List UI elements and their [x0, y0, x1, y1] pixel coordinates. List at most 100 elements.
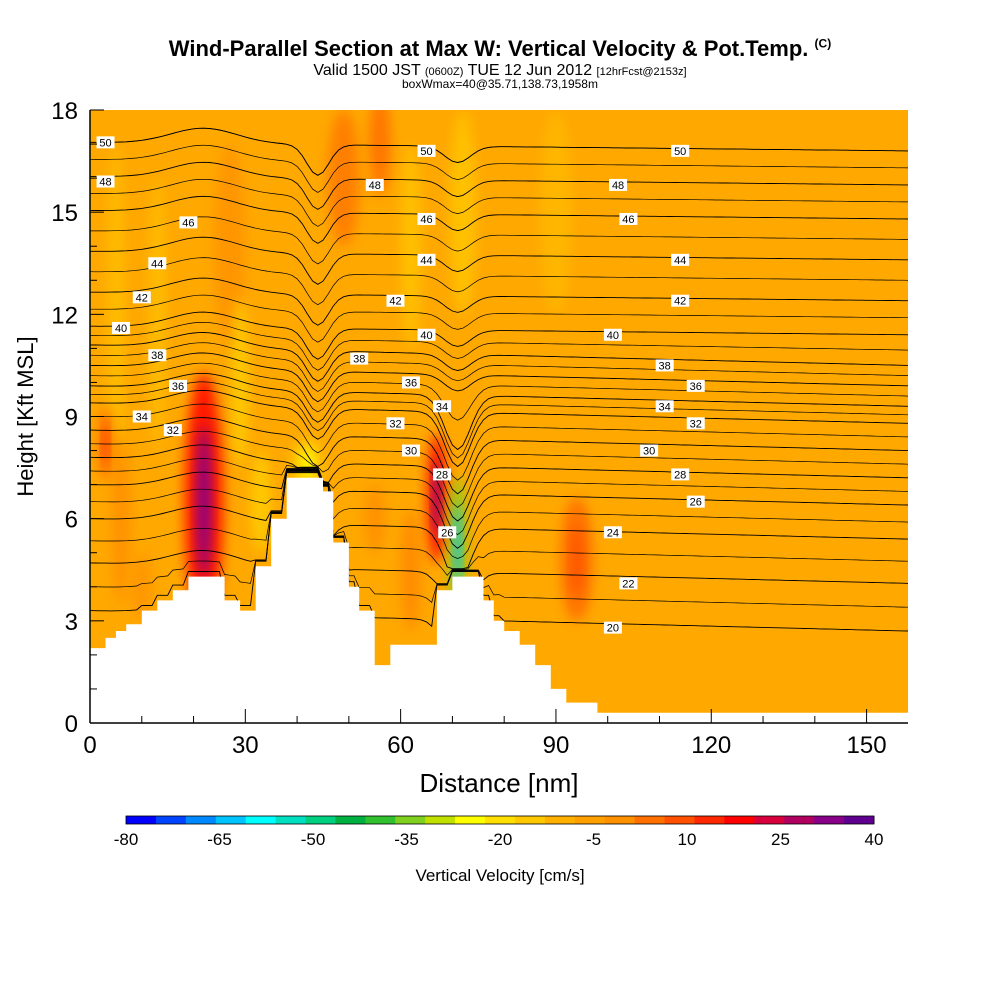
theta-contour-line — [90, 444, 908, 522]
y-tick-label: 6 — [65, 507, 78, 534]
contour-label-box — [438, 526, 457, 539]
x-tick-label: 120 — [691, 732, 731, 759]
contour-label-box — [603, 621, 622, 634]
contour-label: 32 — [167, 425, 179, 437]
contour-label: 34 — [136, 412, 148, 424]
velocity-streak — [232, 297, 248, 468]
contour-label-box — [671, 468, 690, 481]
theta-contour-line — [90, 352, 908, 403]
contour-label-box — [433, 400, 452, 413]
contour-label-box — [417, 253, 436, 266]
theta-contour-line — [90, 470, 908, 585]
contour-label-box — [163, 424, 182, 437]
colorbar-swatch — [814, 816, 845, 824]
y-tick-label: 9 — [65, 405, 78, 432]
colorbar-swatch — [604, 816, 636, 824]
contour-label: 40 — [115, 323, 127, 335]
theta-contour-line — [90, 311, 908, 360]
colorbar-tick-label: 25 — [771, 830, 790, 849]
contour-label: 38 — [659, 360, 671, 372]
contour-label: 32 — [389, 418, 401, 430]
contour-label-box — [686, 417, 705, 430]
contour-label: 26 — [690, 497, 702, 509]
contour-label-box — [96, 136, 115, 149]
contour-label-box — [132, 410, 151, 423]
contour-label-box — [401, 376, 420, 389]
theta-contour-line — [90, 471, 908, 608]
valid-time: Valid 1500 JST — [313, 62, 421, 79]
colorbar-swatch — [485, 816, 516, 824]
contour-label: 38 — [151, 350, 163, 362]
contour-label-box — [386, 294, 405, 307]
contour-label-box — [671, 294, 690, 307]
colorbar-tick-label: -65 — [207, 830, 232, 849]
contour-label: 48 — [99, 177, 111, 189]
contour-label-box — [686, 495, 705, 508]
colorbar-swatch — [634, 816, 666, 824]
x-tick-label: 150 — [847, 732, 887, 759]
contour-label-box — [148, 349, 167, 362]
theta-contour-line — [90, 216, 908, 265]
contour-label: 44 — [674, 255, 686, 267]
theta-contour-line — [90, 277, 908, 326]
velocity-streak — [369, 110, 391, 196]
theta-contours — [90, 127, 908, 632]
colorbar-swatch — [305, 816, 336, 824]
contour-label: 26 — [441, 527, 453, 539]
x-axis-label: Distance [nm] — [420, 768, 579, 798]
x-tick-label: 30 — [232, 732, 259, 759]
contour-label: 46 — [182, 217, 194, 229]
contour-label: 20 — [607, 623, 619, 635]
theta-contour-line — [90, 403, 908, 481]
theta-contour-line — [90, 362, 908, 421]
velocity-streak — [131, 552, 153, 621]
contour-label: 24 — [607, 527, 619, 539]
contour-label: 50 — [674, 146, 686, 158]
contour-label-box — [619, 212, 638, 225]
colorbar-swatch — [664, 816, 695, 824]
contour-label: 34 — [659, 401, 671, 413]
contour-label: 44 — [420, 255, 432, 267]
contour-label-box — [655, 400, 674, 413]
terrain — [90, 477, 908, 723]
theta-contour-line — [90, 372, 908, 451]
contour-label-box — [169, 379, 188, 392]
x-tick-label: 0 — [83, 732, 96, 759]
contour-label: 30 — [643, 446, 655, 458]
theta-contour-line — [90, 294, 908, 343]
colorbar-swatch — [215, 816, 247, 824]
contour-label: 42 — [136, 292, 148, 304]
colorbar-tick-label: -50 — [301, 830, 326, 849]
y-tick-label: 3 — [65, 609, 78, 636]
theta-contour-line — [90, 381, 908, 459]
contour-label-box — [671, 253, 690, 266]
velocity-updraft-core — [196, 425, 212, 578]
theta-contour-line — [90, 236, 908, 285]
contour-label: 44 — [151, 258, 163, 270]
theta-contour-line — [90, 468, 908, 559]
colorbar-tick-label: -35 — [394, 830, 419, 849]
contour-label: 28 — [436, 469, 448, 481]
contour-label-box — [433, 468, 452, 481]
velocity-streak — [364, 484, 386, 553]
contour-label-box — [112, 321, 131, 334]
contour-label: 34 — [436, 401, 448, 413]
y-tick-label: 15 — [51, 200, 78, 227]
contour-label-box — [686, 379, 705, 392]
contour-label-box — [609, 178, 628, 191]
colorbar-swatch — [574, 816, 606, 824]
theta-contour-line — [90, 458, 908, 536]
colorbar-tick-label: 10 — [678, 830, 697, 849]
theta-contour-line — [90, 161, 908, 210]
contour-label: 30 — [405, 446, 417, 458]
x-tick-label: 60 — [387, 732, 414, 759]
theta-contour-line — [90, 472, 908, 632]
y-tick-label: 18 — [51, 98, 78, 125]
colorbar-swatch — [514, 816, 546, 824]
contour-label: 36 — [172, 381, 184, 393]
contour-label-box — [603, 526, 622, 539]
colorbar-swatch — [784, 816, 815, 824]
y-tick-label: 12 — [51, 302, 78, 329]
contour-label-box — [417, 212, 436, 225]
